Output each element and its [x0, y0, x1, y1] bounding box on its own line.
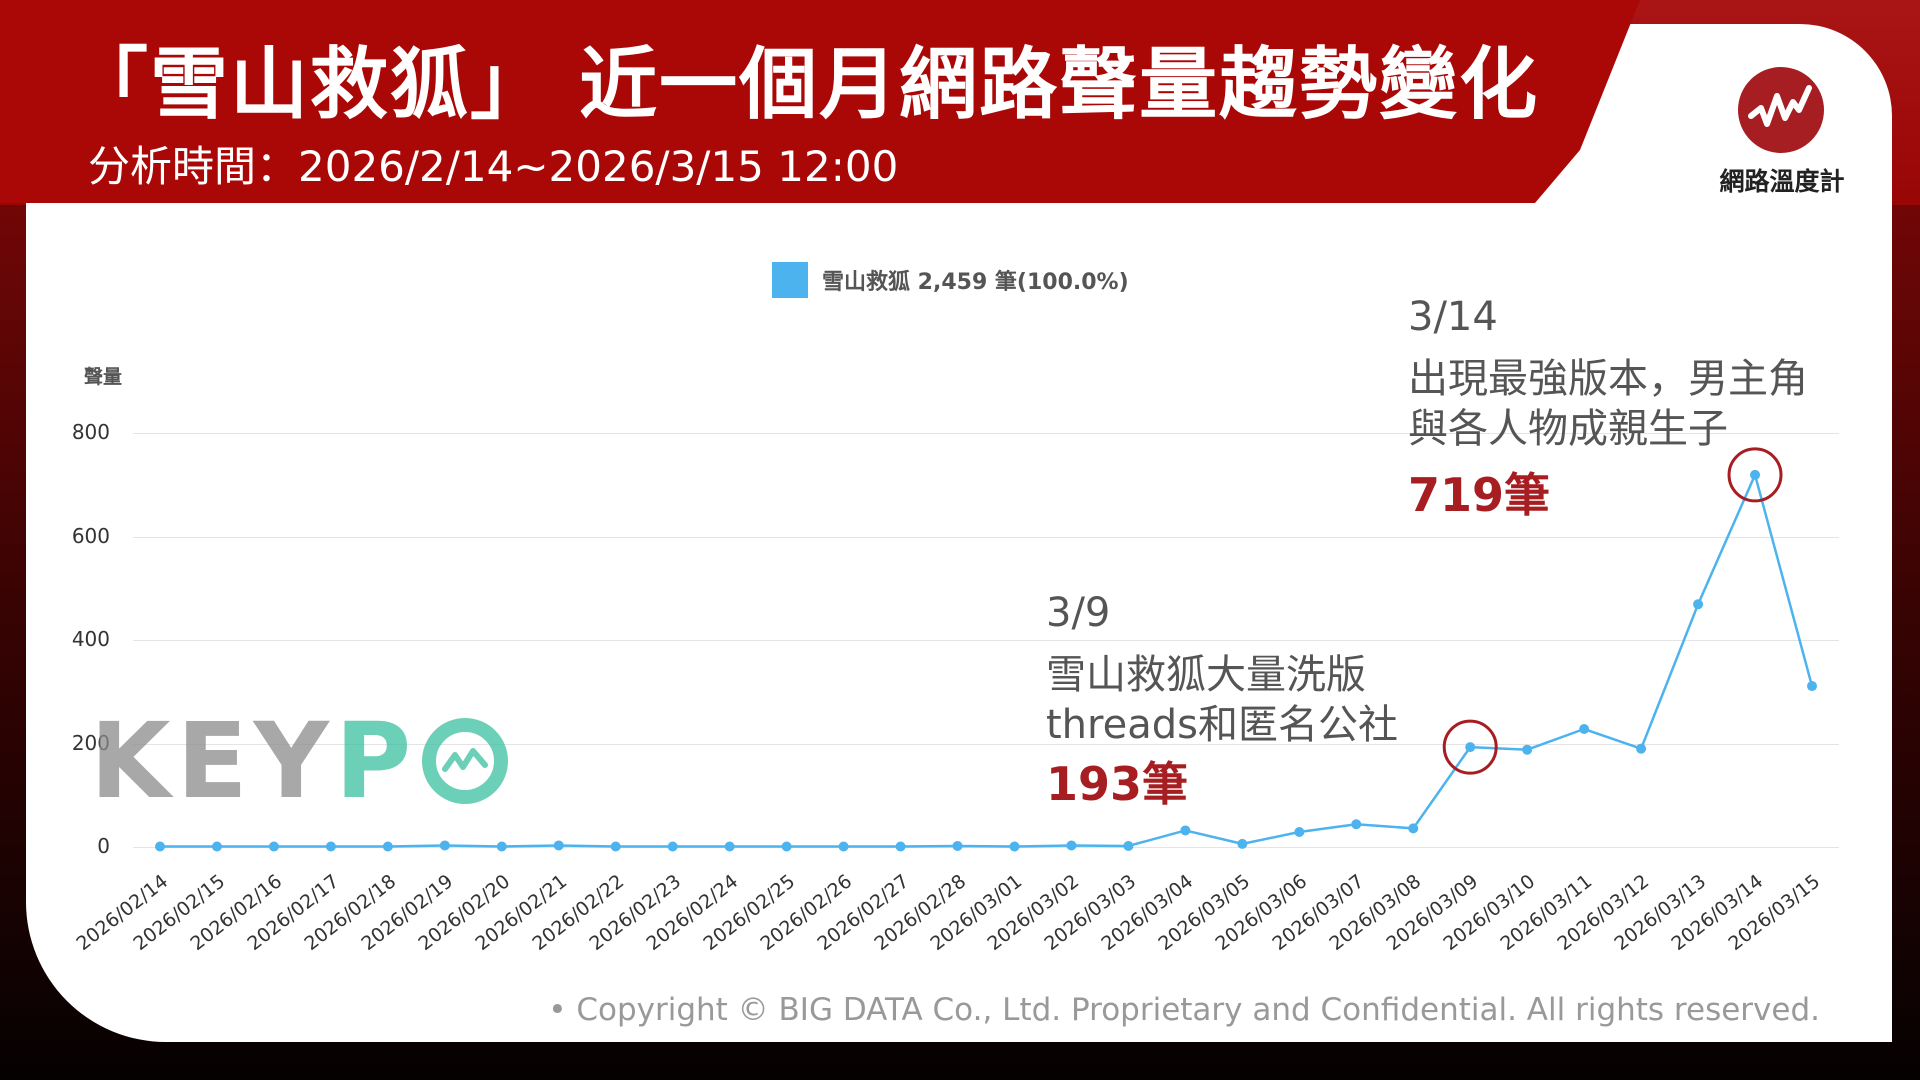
page-title: 「雪山救狐」 近一個月網路聲量趨勢變化 [70, 40, 1540, 130]
data-point[interactable] [1009, 841, 1020, 852]
y-tick-label: 200 [71, 730, 110, 755]
data-point[interactable] [667, 841, 678, 852]
annotation-count-3-9: 193筆 [1046, 757, 1189, 811]
gridline [133, 536, 1839, 538]
thermometer-logo-icon [1738, 67, 1824, 153]
data-point[interactable] [610, 841, 621, 852]
data-point[interactable] [211, 841, 222, 852]
legend-label: 雪山救狐 2,459 筆(100.0%) [822, 270, 1129, 295]
annotation-text-line: 雪山救狐大量洗版 [1046, 652, 1366, 698]
data-point[interactable] [1294, 826, 1305, 837]
annotation-text-line: threads和匿名公社 [1046, 702, 1398, 748]
annotation-date-3-14: 3/14 [1408, 294, 1498, 340]
data-point[interactable] [724, 841, 735, 852]
data-point[interactable] [781, 841, 792, 852]
gridline [133, 847, 1839, 848]
data-point[interactable] [382, 841, 393, 852]
gridline [133, 743, 1839, 745]
keypo-o-icon [422, 718, 509, 804]
highlight-ring [1727, 447, 1783, 503]
y-tick-label: 400 [71, 627, 110, 651]
keypo-watermark: KEY P [90, 700, 509, 822]
data-point[interactable] [496, 841, 507, 852]
data-point[interactable] [895, 841, 906, 852]
data-point[interactable] [1351, 819, 1362, 830]
data-point[interactable] [1693, 599, 1704, 610]
data-point[interactable] [1066, 840, 1077, 851]
chart-legend[interactable]: 雪山救狐 2,459 筆(100.0%) [772, 262, 1129, 298]
gridline [133, 433, 1839, 434]
data-point[interactable] [1465, 742, 1476, 753]
data-point[interactable] [1408, 823, 1419, 834]
gridline [133, 640, 1839, 641]
data-point[interactable] [1522, 744, 1533, 755]
copyright-notice: • Copyright © BIG DATA Co., Ltd. Proprie… [548, 992, 1820, 1028]
annotation-count-3-14: 719筆 [1408, 468, 1551, 522]
data-point[interactable] [268, 841, 279, 852]
data-point[interactable] [155, 841, 165, 852]
watermark-text-gray: KEY [90, 700, 335, 822]
series-line [160, 473, 1814, 848]
annotation-text-line: 與各人物成親生子 [1408, 406, 1728, 452]
data-point[interactable] [1636, 743, 1647, 754]
data-point[interactable] [1180, 825, 1191, 836]
data-point[interactable] [1237, 838, 1248, 849]
highlight-ring [1442, 719, 1498, 775]
data-point[interactable] [1807, 681, 1817, 692]
watermark-text-teal: P [334, 700, 418, 822]
data-point[interactable] [439, 840, 450, 851]
y-axis-label: 聲量 [84, 366, 123, 388]
y-tick-label: 600 [71, 523, 110, 548]
data-point[interactable] [553, 840, 564, 851]
data-point[interactable] [1750, 469, 1761, 480]
legend-swatch [772, 262, 808, 298]
annotation-date-3-9: 3/9 [1046, 590, 1111, 636]
page-subtitle: 分析時間：2026/2/14~2026/3/15 12:00 [88, 142, 899, 191]
title-band [0, 0, 1640, 203]
y-tick-label: 0 [97, 834, 110, 858]
brand-name: 網路溫度計 [1719, 167, 1845, 196]
annotation-text-line: 出現最強版本，男主角 [1408, 356, 1808, 402]
data-point[interactable] [838, 841, 849, 852]
data-point[interactable] [952, 840, 963, 851]
data-point[interactable] [325, 841, 336, 852]
data-point[interactable] [1123, 840, 1134, 851]
y-tick-label: 800 [71, 420, 110, 444]
data-point[interactable] [1579, 724, 1590, 735]
